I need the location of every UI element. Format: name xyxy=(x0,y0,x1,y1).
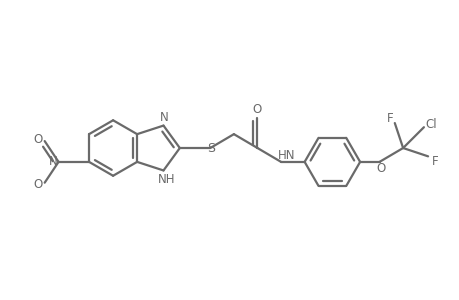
Text: HN: HN xyxy=(278,149,295,162)
Text: O: O xyxy=(33,178,42,191)
Text: S: S xyxy=(207,142,215,154)
Text: NH: NH xyxy=(157,173,175,186)
Text: O: O xyxy=(375,162,384,175)
Text: N: N xyxy=(49,155,58,168)
Text: F: F xyxy=(431,155,437,168)
Text: Cl: Cl xyxy=(424,118,436,131)
Text: F: F xyxy=(386,112,392,124)
Text: O: O xyxy=(33,133,42,146)
Text: O: O xyxy=(252,103,262,116)
Text: N: N xyxy=(160,111,168,124)
